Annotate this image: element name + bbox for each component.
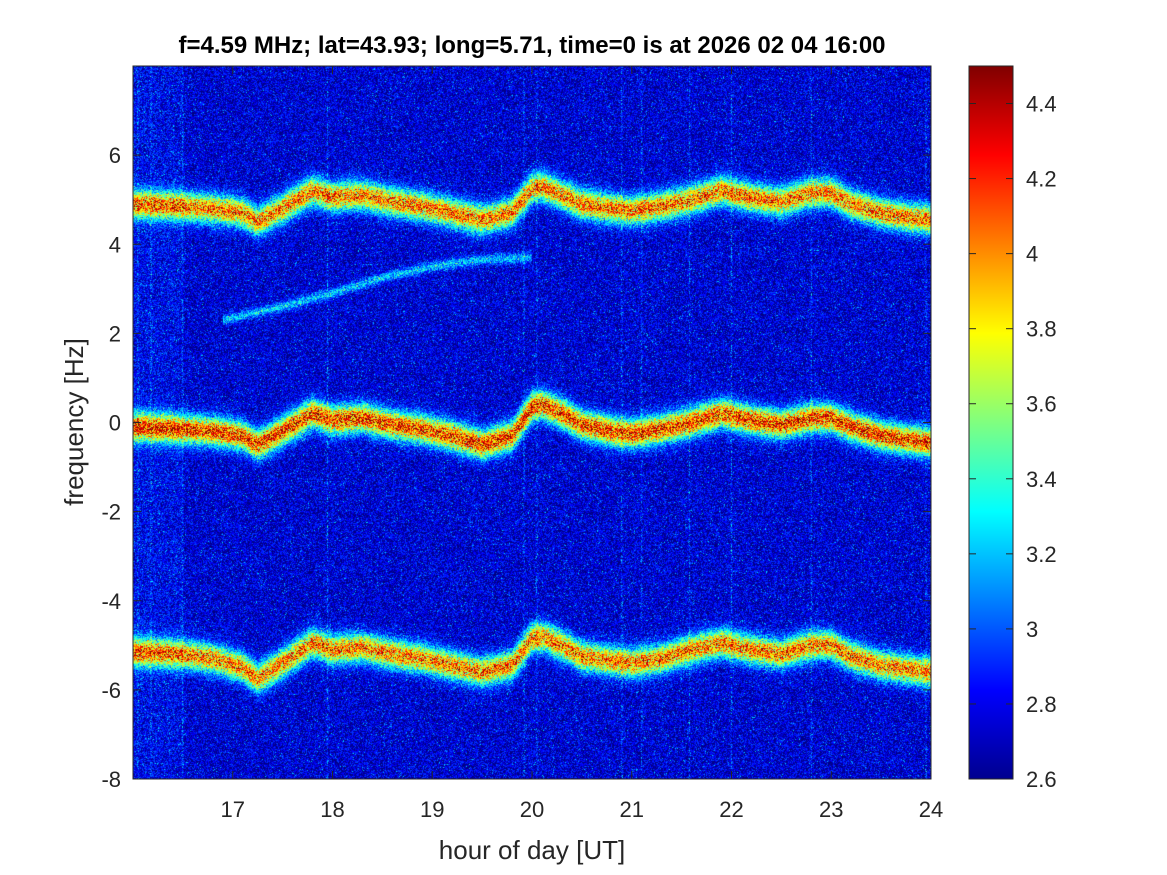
colorbar-tick-label: 3.6 bbox=[1026, 392, 1057, 417]
x-tick-label: 19 bbox=[420, 797, 444, 822]
colorbar-tick-label: 4 bbox=[1026, 242, 1038, 267]
colorbar-tick-label: 4.4 bbox=[1026, 92, 1057, 117]
x-axis-label: hour of day [UT] bbox=[439, 835, 625, 865]
x-tick-label: 22 bbox=[719, 797, 743, 822]
colorbar-tick-label: 2.6 bbox=[1026, 767, 1057, 792]
y-tick-label: 6 bbox=[109, 143, 121, 168]
y-tick-label: -6 bbox=[101, 678, 121, 703]
x-axis: 17 18 19 20 21 22 23 24 bbox=[221, 66, 943, 822]
x-tick-label: 20 bbox=[520, 797, 544, 822]
y-tick-label: -2 bbox=[101, 500, 121, 525]
x-tick-label: 18 bbox=[320, 797, 344, 822]
x-tick-label: 17 bbox=[221, 797, 245, 822]
colorbar-tick-label: 3.4 bbox=[1026, 467, 1057, 492]
colorbar-tick-label: 4.2 bbox=[1026, 167, 1057, 192]
x-tick-label: 21 bbox=[620, 797, 644, 822]
y-tick-label: 2 bbox=[109, 321, 121, 346]
y-tick-label: 4 bbox=[109, 232, 121, 257]
y-tick-label: 0 bbox=[109, 411, 121, 436]
spectrogram-plot-area bbox=[133, 66, 931, 779]
x-tick-label: 23 bbox=[819, 797, 843, 822]
y-tick-label: -8 bbox=[101, 767, 121, 792]
y-tick-label: -4 bbox=[101, 589, 121, 614]
chart-title: f=4.59 MHz; lat=43.93; long=5.71, time=0… bbox=[178, 32, 885, 59]
colorbar-tick-label: 3 bbox=[1026, 617, 1038, 642]
y-axis: -8 -6 -4 -2 0 2 4 6 bbox=[101, 143, 931, 792]
colorbar-tick-label: 3.8 bbox=[1026, 317, 1057, 342]
x-tick-label: 24 bbox=[919, 797, 943, 822]
y-axis-label: frequency [Hz] bbox=[59, 338, 89, 506]
colorbar-axis: 2.6 2.8 3 3.2 3.4 3.6 3.8 4 4.2 4.4 bbox=[969, 92, 1057, 792]
colorbar-tick-label: 2.8 bbox=[1026, 692, 1057, 717]
colorbar-tick-label: 3.2 bbox=[1026, 542, 1057, 567]
colorbar bbox=[968, 65, 1014, 780]
